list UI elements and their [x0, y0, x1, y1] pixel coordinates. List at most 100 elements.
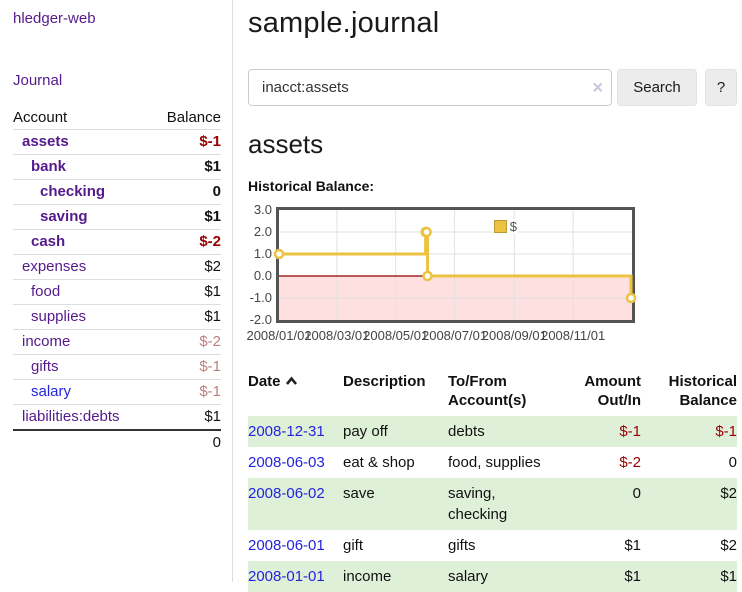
transaction-date-link[interactable]: 2008-06-03 — [248, 454, 325, 471]
transaction-balance: $2 — [720, 485, 737, 502]
legend-label: $ — [509, 219, 517, 234]
sidebar-account-link[interactable]: bank — [31, 158, 67, 175]
account-row: supplies $1 — [13, 304, 221, 330]
sidebar-account-link[interactable]: cash — [31, 233, 66, 250]
transaction-date-link[interactable]: 2008-12-31 — [248, 423, 325, 440]
transaction-description: pay off — [343, 423, 388, 440]
account-row: salary $-1 — [13, 379, 221, 405]
accounts-total-row: 0 — [13, 429, 221, 455]
account-balance: $-1 — [150, 354, 221, 380]
account-balance: $-1 — [150, 129, 221, 155]
account-balance: $1 — [150, 154, 221, 180]
register-row: 2008-01-01 income salary $1 $1 — [248, 561, 737, 592]
account-row: income $-2 — [13, 329, 221, 355]
x-axis-tick-label: 2008/05/01 — [363, 328, 429, 343]
chart-plot-area: $ — [273, 207, 637, 323]
account-balance: $1 — [150, 204, 221, 230]
sidebar-account-link[interactable]: gifts — [31, 358, 59, 375]
register-row: 2008-12-31 pay off debts $-1 $-1 — [248, 416, 737, 447]
account-row: saving $1 — [13, 204, 221, 230]
transaction-balance: $-1 — [715, 423, 737, 440]
account-row: gifts $-1 — [13, 354, 221, 380]
sidebar-account-link[interactable]: supplies — [31, 308, 87, 325]
transaction-description: gift — [343, 537, 364, 554]
y-axis-tick-label: 1.0 — [253, 246, 272, 261]
x-axis-tick-label: 2008/01/01 — [246, 328, 312, 343]
transaction-date-link[interactable]: 2008-06-02 — [248, 485, 325, 502]
sidebar-account-link[interactable]: assets — [22, 133, 69, 150]
transaction-date-link[interactable]: 2008-01-01 — [248, 568, 325, 585]
transaction-description: save — [343, 485, 375, 502]
transaction-date-link[interactable]: 2008-06-01 — [248, 537, 325, 554]
description-column-header: Description — [343, 373, 426, 390]
transaction-amount: 0 — [632, 485, 641, 502]
y-axis-tick-label: -2.0 — [249, 312, 272, 327]
transaction-amount: $1 — [624, 568, 641, 585]
account-balance: $2 — [150, 254, 221, 280]
sidebar-account-link[interactable]: food — [31, 283, 61, 300]
x-axis-tick-label: 2008/09/01 — [481, 328, 547, 343]
sidebar-account-link[interactable]: expenses — [22, 258, 87, 275]
search-form: × Search ? — [248, 69, 742, 106]
register-row: 2008-06-01 gift gifts $1 $2 — [248, 530, 737, 561]
account-row: assets $-1 — [13, 129, 221, 155]
account-row: checking 0 — [13, 179, 221, 205]
sidebar-item-journal[interactable]: Journal — [13, 72, 63, 89]
search-input[interactable] — [248, 69, 612, 106]
account-row: cash $-2 — [13, 229, 221, 255]
account-heading: assets — [248, 129, 324, 159]
chart-svg — [273, 210, 637, 320]
data-point-marker — [273, 248, 285, 260]
sidebar-account-link[interactable]: income — [22, 333, 71, 350]
chart-title-label: Historical Balance: — [248, 178, 375, 194]
sort-ascending-icon — [285, 376, 297, 385]
y-axis-tick-label: 2.0 — [253, 224, 272, 239]
account-balance: $1 — [150, 404, 221, 430]
account-row: food $1 — [13, 279, 221, 305]
main-content: sample.journal × Search ? assets Histori… — [246, 0, 742, 592]
help-button[interactable]: ? — [705, 69, 737, 106]
clear-search-icon[interactable]: × — [592, 76, 603, 97]
data-point-marker — [422, 270, 433, 282]
transaction-balance: $2 — [720, 537, 737, 554]
transaction-description: eat & shop — [343, 454, 415, 471]
account-balance: $-2 — [150, 229, 221, 255]
account-column-header: Account — [13, 106, 151, 130]
accounts-balance-table: Account Balance assets $-1 bank $1 checking 0… — [13, 106, 221, 455]
balance-column-header-register: Historical Balance — [668, 373, 737, 409]
transaction-balance: 0 — [728, 454, 737, 471]
transaction-amount: $1 — [624, 537, 641, 554]
accounts-column-header: To/From Account(s) — [448, 373, 527, 409]
x-axis-tick-label: 2008/03/01 — [304, 328, 370, 343]
register-header-row: Date Description To/From Account(s) Amou… — [248, 370, 737, 416]
x-axis-tick-label: 2008/07/01 — [421, 328, 488, 343]
y-axis-tick-label: -1.0 — [249, 290, 272, 305]
account-row: expenses $2 — [13, 254, 221, 280]
sidebar-account-link[interactable]: salary — [31, 383, 72, 400]
sidebar-account-link[interactable]: saving — [40, 208, 88, 225]
y-axis-tick-label: 0.0 — [253, 268, 272, 283]
y-axis-tick-label: 3.0 — [253, 202, 272, 217]
sidebar-account-link[interactable]: checking — [40, 183, 106, 200]
register-row: 2008-06-03 eat & shop food, supplies $-2 0 — [248, 447, 737, 478]
date-column-header: Date — [248, 370, 343, 416]
balance-column-header: Balance — [150, 106, 221, 130]
accounts-total-value: 0 — [150, 429, 221, 455]
app-brand-link[interactable]: hledger-web — [13, 10, 96, 27]
transaction-accounts: debts — [448, 423, 485, 440]
transaction-accounts: saving, checking — [448, 485, 508, 523]
transaction-accounts: food, supplies — [448, 454, 541, 471]
account-balance: $1 — [150, 279, 221, 305]
chart-legend: $ — [492, 219, 518, 234]
x-axis-tick-label: 2008/11/01 — [541, 328, 606, 343]
legend-swatch-icon — [493, 220, 507, 233]
register-row: 2008-06-02 save saving, checking 0 $2 — [248, 478, 737, 530]
transaction-accounts: salary — [448, 568, 489, 585]
account-row: bank $1 — [13, 154, 221, 180]
search-button[interactable]: Search — [617, 69, 697, 106]
transaction-amount: $-2 — [619, 454, 641, 471]
data-point-marker — [421, 226, 432, 238]
transaction-accounts: gifts — [448, 537, 476, 554]
sidebar-account-link[interactable]: liabilities:debts — [22, 408, 120, 425]
account-balance: $-2 — [150, 329, 221, 355]
